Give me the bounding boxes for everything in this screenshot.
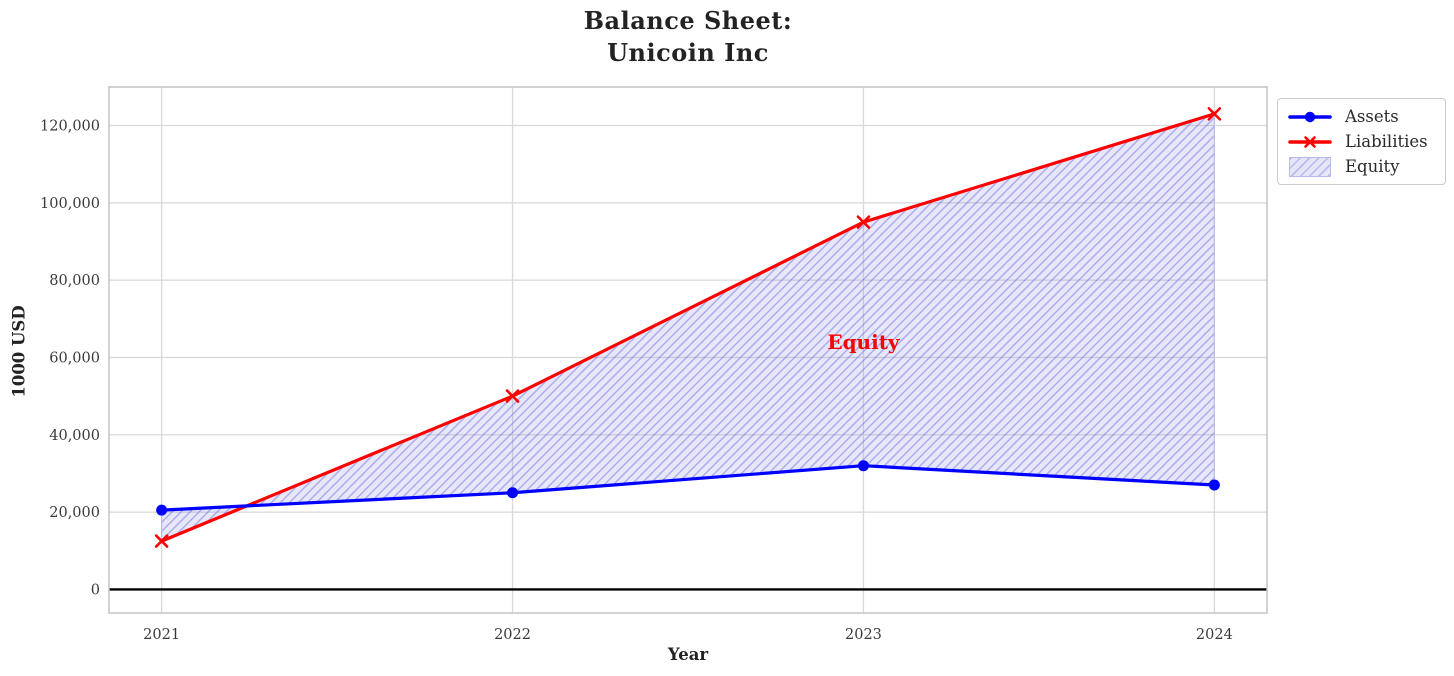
legend-item-liabilities: Liabilities xyxy=(1278,132,1445,151)
assets-marker-circle xyxy=(507,487,519,499)
x-tick-label: 2021 xyxy=(143,627,180,643)
legend-item-equity: Equity xyxy=(1278,156,1445,177)
equity-annotation: Equity xyxy=(827,330,901,354)
liabilities-marker-x xyxy=(505,389,520,403)
liabilities-line xyxy=(160,112,1216,543)
assets-marker-circle xyxy=(857,460,869,472)
legend: Assets Liabilities Equity xyxy=(1277,98,1446,185)
chart-title-line2: Unicoin Inc xyxy=(607,37,769,67)
x-tick-label: 2023 xyxy=(845,627,882,643)
y-tick-label: 120,000 xyxy=(40,118,100,134)
x-tick-label: 2022 xyxy=(494,627,531,643)
assets-line xyxy=(160,464,1216,512)
liabilities-marker-x xyxy=(154,534,169,548)
plot-border xyxy=(108,86,1268,614)
liabilities-marker-x xyxy=(1207,107,1222,121)
y-tick-label: 0 xyxy=(91,582,100,598)
x-tick-label: 2024 xyxy=(1196,627,1233,643)
liabilities-line-x-icon xyxy=(1288,133,1332,151)
assets-marker-circle xyxy=(1208,479,1220,491)
liabilities-marker-x xyxy=(856,215,871,229)
x-axis-label: Year xyxy=(667,645,709,664)
assets-marker-circle xyxy=(156,504,168,516)
chart-title: Balance Sheet: Unicoin Inc xyxy=(109,5,1267,68)
y-tick-label: 20,000 xyxy=(49,505,100,521)
y-tick-label: 100,000 xyxy=(40,196,100,212)
chart-title-line1: Balance Sheet: xyxy=(583,6,793,35)
legend-label-equity: Equity xyxy=(1345,157,1400,176)
equity-hatch-swatch-icon xyxy=(1288,156,1332,177)
y-tick-label: 40,000 xyxy=(49,428,100,444)
assets-line-circle-icon xyxy=(1288,108,1332,126)
y-tick-label: 60,000 xyxy=(49,350,100,366)
legend-item-assets: Assets xyxy=(1278,107,1445,126)
legend-label-liabilities: Liabilities xyxy=(1345,132,1428,151)
y-tick-label: 80,000 xyxy=(49,273,100,289)
legend-label-assets: Assets xyxy=(1345,107,1399,126)
